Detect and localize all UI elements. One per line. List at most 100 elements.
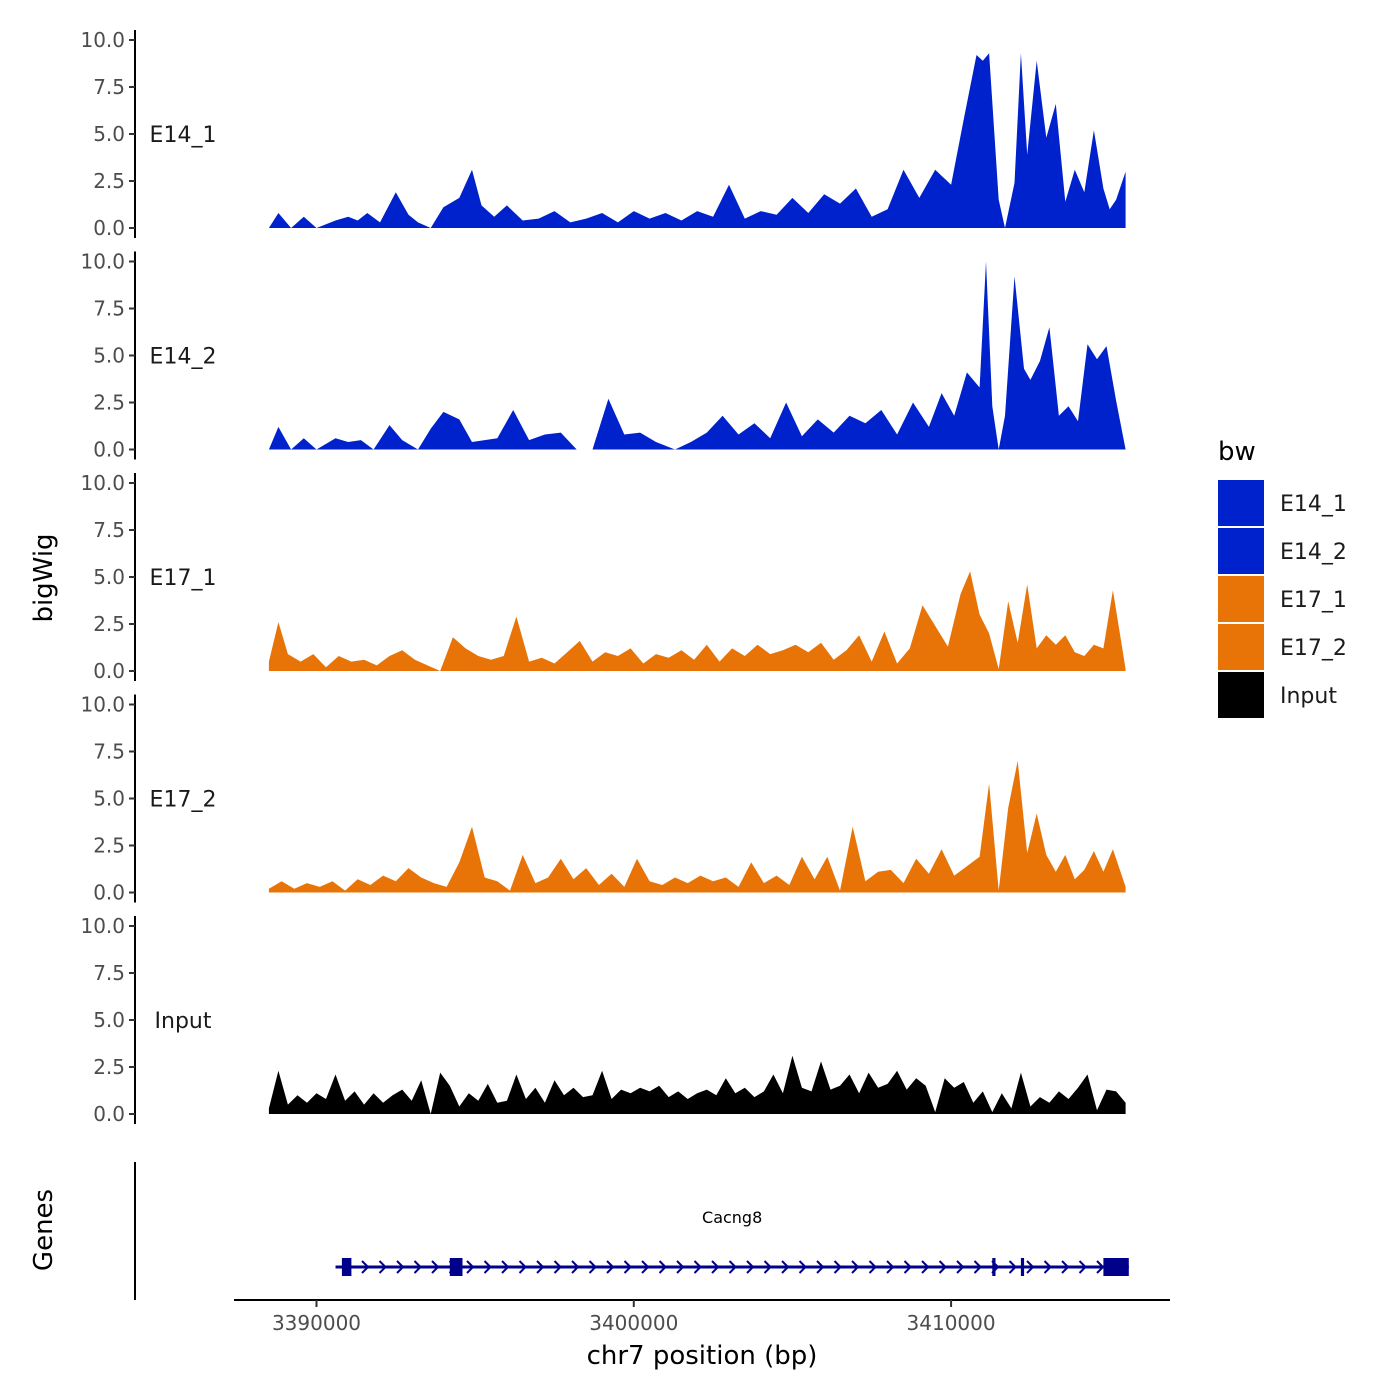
gene-exon (1020, 1258, 1025, 1276)
strand-arrow (956, 1260, 965, 1274)
y-tick-label: 5.0 (93, 344, 125, 368)
y-tick-label: 2.5 (93, 1055, 125, 1079)
track-label: E17_2 (150, 788, 217, 813)
genes-panel-label: Genes (29, 1189, 59, 1271)
track-E14_2: 0.0 2.5 5.0 7.5 10.0 E14_2 (80, 250, 1126, 462)
y-tick-label: 7.5 (93, 518, 125, 542)
y-tick-label: 2.5 (93, 612, 125, 636)
strand-arrow (396, 1260, 405, 1274)
y-tick-label: 7.5 (93, 961, 125, 985)
legend-label-E17_1: E17_1 (1280, 588, 1347, 613)
strand-arrow (781, 1260, 790, 1274)
strand-arrow (676, 1260, 685, 1274)
strand-arrow (973, 1260, 982, 1274)
strand-arrow (378, 1260, 387, 1274)
legend-label-E14_1: E14_1 (1280, 492, 1347, 517)
track-E17_1: 0.0 2.5 5.0 7.5 10.0 E17_1 (80, 471, 1126, 683)
legend-swatch-E17_1 (1218, 576, 1264, 622)
y-tick-label: 5.0 (93, 122, 125, 146)
strand-arrow (361, 1260, 370, 1274)
strand-arrow (903, 1260, 912, 1274)
y-tick-label: 7.5 (93, 297, 125, 321)
x-axis-title: chr7 position (bp) (587, 1341, 818, 1371)
legend-swatch-Input (1218, 672, 1264, 718)
strand-arrow (483, 1260, 492, 1274)
track-label: E14_2 (150, 345, 217, 370)
y-tick-label: 0.0 (93, 438, 125, 462)
y-tick-label: 0.0 (93, 659, 125, 683)
strand-arrow (851, 1260, 860, 1274)
strand-arrow (466, 1260, 475, 1274)
strand-arrow (833, 1260, 842, 1274)
signal-area-E14_1 (268, 53, 1126, 229)
y-tick-label: 5.0 (93, 787, 125, 811)
y-tick-label: 7.5 (93, 75, 125, 99)
gene-exon (341, 1258, 352, 1276)
x-tick-label: 3410000 (907, 1311, 996, 1335)
strand-arrow (1026, 1260, 1035, 1274)
strand-arrow (1096, 1260, 1105, 1274)
strand-arrow (606, 1260, 615, 1274)
strand-arrow (518, 1260, 527, 1274)
genes-panel: Genes Cacng8 (29, 1162, 1129, 1300)
signal-area-E14_2 (268, 261, 1126, 450)
y-tick-label: 7.5 (93, 740, 125, 764)
legend-title: bw (1218, 437, 1256, 467)
track-panels: 0.0 2.5 5.0 7.5 10.0 E14_1 0.0 2.5 5.0 7.5 10.0 E14… (80, 28, 1126, 1126)
y-tick-label: 0.0 (93, 216, 125, 240)
x-axis: 3390000 3400000 3410000 (234, 1299, 1170, 1335)
strand-arrow (1008, 1260, 1017, 1274)
strand-arrow (798, 1260, 807, 1274)
x-tick-label: 3390000 (272, 1311, 361, 1335)
gene-exon (992, 1258, 996, 1276)
strand-arrow (693, 1260, 702, 1274)
strand-arrow (763, 1260, 772, 1274)
strand-arrow (886, 1260, 895, 1274)
strand-arrow (431, 1260, 440, 1274)
legend-swatch-E17_2 (1218, 624, 1264, 670)
legend: bw E14_1 E14_2 E17_1 E17_2 Input (1218, 437, 1347, 718)
signal-area-E17_1 (268, 571, 1126, 671)
gene-exon (449, 1258, 463, 1276)
strand-arrow (413, 1260, 422, 1274)
gene-exon (1103, 1258, 1129, 1276)
y-tick-label: 5.0 (93, 1008, 125, 1032)
legend-label-E17_2: E17_2 (1280, 636, 1347, 661)
strand-arrow (921, 1260, 930, 1274)
y-tick-label: 10.0 (80, 28, 125, 52)
strand-arrow (816, 1260, 825, 1274)
track-E14_1: 0.0 2.5 5.0 7.5 10.0 E14_1 (80, 28, 1126, 240)
track-label: E14_1 (150, 123, 217, 148)
strand-arrow (641, 1260, 650, 1274)
y-tick-label: 10.0 (80, 471, 125, 495)
y-axis-title: bigWig (29, 533, 59, 622)
strand-arrow (1061, 1260, 1070, 1274)
strand-arrow (728, 1260, 737, 1274)
y-tick-label: 10.0 (80, 914, 125, 938)
y-tick-label: 10.0 (80, 693, 125, 717)
signal-area-Input (268, 1055, 1126, 1114)
strand-arrow (588, 1260, 597, 1274)
track-label: E17_1 (150, 566, 217, 591)
y-tick-label: 2.5 (93, 391, 125, 415)
track-E17_2: 0.0 2.5 5.0 7.5 10.0 E17_2 (80, 693, 1126, 905)
strand-arrow (938, 1260, 947, 1274)
strand-arrow (711, 1260, 720, 1274)
y-tick-label: 2.5 (93, 169, 125, 193)
strand-arrow (1078, 1260, 1087, 1274)
track-Input: 0.0 2.5 5.0 7.5 10.0 Input (80, 914, 1126, 1126)
strand-arrow (623, 1260, 632, 1274)
strand-arrow (1043, 1260, 1052, 1274)
x-tick-label: 3400000 (589, 1311, 678, 1335)
gene-name-label: Cacng8 (702, 1208, 762, 1227)
strand-arrow (536, 1260, 545, 1274)
strand-arrow (746, 1260, 755, 1274)
strand-arrow (658, 1260, 667, 1274)
y-tick-label: 10.0 (80, 250, 125, 274)
strand-arrow (868, 1260, 877, 1274)
legend-swatch-E14_1 (1218, 480, 1264, 526)
legend-swatch-E14_2 (1218, 528, 1264, 574)
legend-label-E14_2: E14_2 (1280, 540, 1347, 565)
track-label: Input (155, 1009, 212, 1034)
